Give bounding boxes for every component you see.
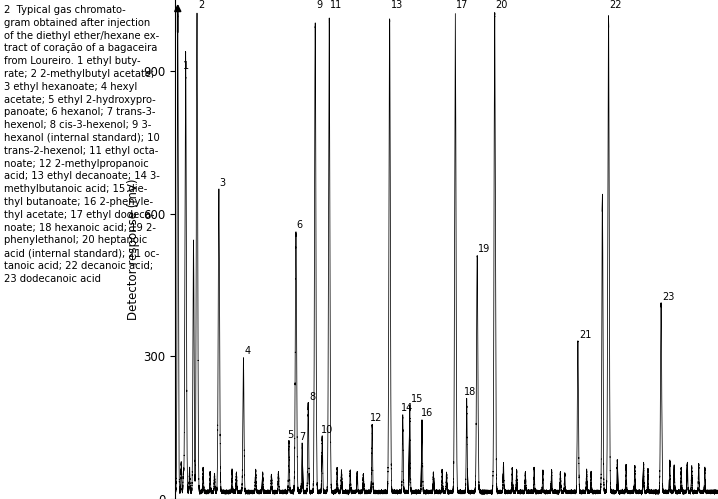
Text: 21: 21 — [579, 330, 591, 340]
Text: 3: 3 — [220, 178, 226, 188]
Text: 6: 6 — [297, 221, 303, 231]
Text: 2: 2 — [198, 0, 204, 9]
Text: 18: 18 — [464, 387, 476, 397]
Y-axis label: Detector response (mV): Detector response (mV) — [127, 179, 141, 320]
Text: 9: 9 — [316, 0, 322, 9]
Text: 7: 7 — [299, 432, 306, 442]
Text: 11: 11 — [330, 0, 342, 9]
Text: 17: 17 — [456, 0, 469, 9]
Text: 1: 1 — [183, 61, 189, 71]
Text: 2  Typical gas chromato-
gram obtained after injection
of the diethyl ether/hexa: 2 Typical gas chromato- gram obtained af… — [4, 5, 159, 284]
Text: 16: 16 — [421, 408, 434, 418]
Text: 5: 5 — [287, 430, 294, 440]
Text: 8: 8 — [309, 392, 315, 402]
Text: 20: 20 — [495, 0, 508, 9]
Text: 19: 19 — [478, 244, 490, 254]
Text: 4: 4 — [244, 346, 251, 356]
Text: 10: 10 — [320, 425, 332, 435]
Text: 15: 15 — [411, 394, 423, 404]
Text: 13: 13 — [391, 0, 403, 9]
Text: 12: 12 — [370, 413, 383, 423]
Text: 23: 23 — [662, 292, 674, 302]
Text: 22: 22 — [610, 0, 622, 9]
Text: 14: 14 — [401, 404, 414, 414]
